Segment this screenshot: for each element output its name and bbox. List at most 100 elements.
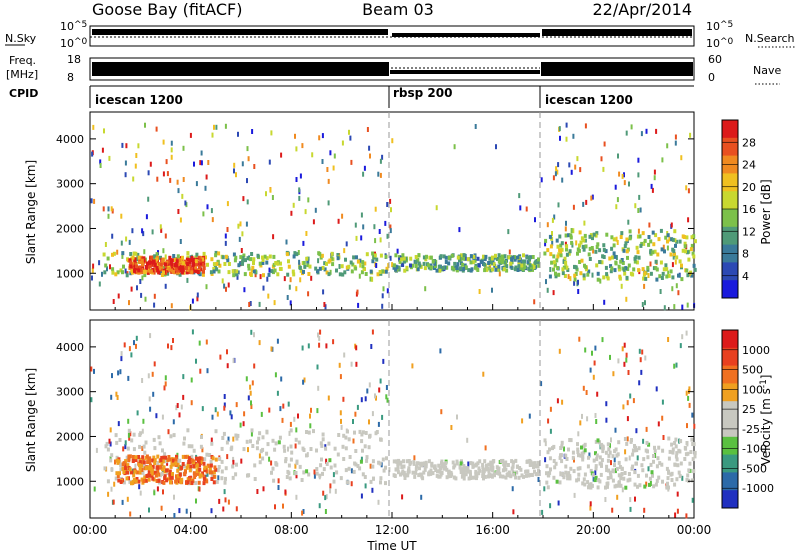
range-cell bbox=[131, 459, 135, 463]
scatter-cell bbox=[574, 164, 577, 170]
scatter-cell bbox=[595, 419, 598, 424]
scatter-cell bbox=[655, 128, 658, 134]
scatter-cell bbox=[241, 161, 244, 167]
range-cell bbox=[657, 475, 661, 480]
scatter-cell bbox=[166, 171, 169, 177]
range-cell bbox=[582, 276, 586, 281]
range-cell bbox=[261, 261, 265, 265]
scatter-cell bbox=[420, 494, 423, 500]
range-cell bbox=[598, 455, 602, 460]
range-cell bbox=[203, 465, 207, 470]
scatter-cell bbox=[321, 159, 324, 164]
range-cell bbox=[315, 471, 319, 476]
scatter-cell bbox=[167, 429, 170, 435]
scatter-cell bbox=[198, 340, 201, 346]
range-cell bbox=[382, 468, 386, 473]
range-cell bbox=[678, 449, 682, 454]
scatter-cell bbox=[693, 423, 696, 429]
range-cell bbox=[633, 482, 637, 487]
scatter-cell bbox=[219, 354, 222, 360]
scatter-cell bbox=[374, 206, 377, 212]
scatter-cell bbox=[309, 413, 311, 419]
scatter-cell bbox=[295, 146, 298, 152]
range-cell bbox=[176, 254, 180, 259]
range-cell bbox=[569, 466, 573, 471]
scatter-cell bbox=[133, 340, 135, 346]
range-cell bbox=[655, 478, 659, 483]
range-cell bbox=[272, 254, 276, 259]
scatter-cell bbox=[341, 213, 344, 219]
range-cell bbox=[624, 241, 628, 246]
range-cell bbox=[379, 480, 382, 485]
range-cell bbox=[224, 254, 228, 259]
range-cell bbox=[223, 262, 227, 266]
scatter-cell bbox=[609, 443, 611, 449]
scatter-cell bbox=[681, 475, 684, 481]
range-cell bbox=[537, 263, 541, 268]
range-cell bbox=[222, 431, 226, 436]
scatter-cell bbox=[233, 162, 236, 168]
range-cell bbox=[565, 457, 569, 461]
range-cell bbox=[345, 480, 349, 485]
range-cell bbox=[265, 451, 269, 456]
scatter-cell bbox=[662, 435, 665, 440]
range-cell bbox=[559, 243, 563, 248]
range-cell bbox=[397, 255, 401, 260]
scatter-cell bbox=[268, 407, 271, 413]
range-cell bbox=[344, 257, 347, 262]
range-cell bbox=[110, 453, 114, 458]
range-cell bbox=[653, 448, 657, 453]
scatter-cell bbox=[276, 390, 279, 396]
range-cell bbox=[285, 475, 289, 479]
scatter-cell bbox=[267, 293, 270, 299]
scatter-cell bbox=[155, 413, 158, 419]
range-cell bbox=[547, 473, 550, 478]
range-cell bbox=[146, 261, 149, 266]
scatter-cell bbox=[439, 348, 442, 354]
scatter-cell bbox=[210, 437, 213, 443]
range-cell bbox=[596, 438, 600, 443]
range-cell bbox=[635, 461, 638, 466]
range-cell bbox=[524, 473, 528, 478]
scatter-cell bbox=[603, 299, 606, 305]
scatter-cell bbox=[686, 423, 688, 429]
range-cell bbox=[361, 264, 365, 269]
noise-sky-bar bbox=[92, 29, 388, 35]
range-cell bbox=[181, 261, 185, 266]
scatter-cell bbox=[584, 123, 587, 129]
range-cell bbox=[298, 464, 302, 469]
range-cell bbox=[246, 256, 250, 261]
scatter-cell bbox=[685, 330, 688, 336]
range-cell bbox=[571, 450, 575, 455]
range-cell bbox=[176, 462, 180, 467]
range-cell bbox=[256, 440, 259, 445]
range-cell bbox=[573, 264, 576, 269]
range-cell bbox=[486, 474, 490, 479]
power-colorbar-label: Power [dB] bbox=[759, 179, 773, 244]
range-cell bbox=[409, 460, 412, 465]
range-cell bbox=[159, 458, 163, 463]
scatter-cell bbox=[224, 240, 227, 246]
range-cell bbox=[119, 462, 123, 467]
range-cell bbox=[287, 264, 291, 269]
scatter-cell bbox=[304, 209, 307, 215]
scatter-cell bbox=[345, 241, 348, 247]
range-cell bbox=[278, 435, 282, 440]
scatter-cell bbox=[200, 160, 203, 166]
scatter-cell bbox=[583, 220, 586, 226]
range-cell bbox=[615, 483, 619, 488]
scatter-cell bbox=[495, 144, 497, 150]
range-cell bbox=[227, 270, 231, 275]
range-cell bbox=[556, 266, 560, 270]
scatter-cell bbox=[128, 346, 131, 352]
range-cell bbox=[205, 452, 209, 457]
range-cell bbox=[604, 265, 608, 270]
scatter-cell bbox=[124, 268, 127, 274]
range-cell bbox=[199, 261, 203, 266]
scatter-cell bbox=[141, 275, 144, 281]
range-cell bbox=[144, 265, 148, 269]
scatter-cell bbox=[626, 436, 629, 442]
scatter-cell bbox=[592, 476, 595, 482]
range-cell bbox=[111, 270, 115, 275]
scatter-cell bbox=[614, 427, 617, 433]
